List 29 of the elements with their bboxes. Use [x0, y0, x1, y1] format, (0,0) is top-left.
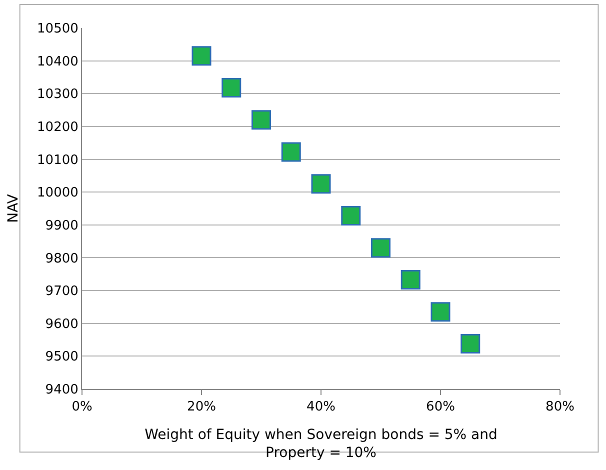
- x-tick-label: 20%: [187, 400, 216, 415]
- point: [400, 270, 420, 290]
- point: [430, 302, 450, 322]
- y-tick-label: 10500: [37, 22, 78, 37]
- y-tick-label: 10300: [37, 87, 78, 102]
- x-tick-label: 40%: [306, 400, 336, 415]
- point: [341, 206, 361, 226]
- y-tick-label: 9700: [45, 284, 78, 300]
- x-tick-label: 80%: [546, 400, 574, 415]
- y-axis-title: NAV: [6, 194, 22, 223]
- y-tick-label: 10100: [37, 152, 78, 168]
- y-tick-label: 9600: [45, 316, 78, 332]
- y-tick-label: 9400: [45, 382, 78, 398]
- x-tick-label: 0%: [72, 400, 92, 415]
- y-tick-label: 9900: [45, 218, 78, 234]
- point: [252, 110, 271, 130]
- y-tick-label: 9500: [45, 350, 78, 365]
- x-tick-label: 60%: [426, 400, 455, 415]
- point: [192, 46, 212, 66]
- x-axis-title: Weight of Equity when Sovereign bonds = 5% and Property = 10%: [144, 426, 498, 462]
- point: [281, 142, 301, 162]
- point: [371, 238, 390, 258]
- point: [222, 78, 242, 98]
- y-tick-label: 10200: [37, 120, 78, 135]
- y-tick-label: 10400: [37, 54, 78, 70]
- y-tick-label: 10000: [37, 186, 78, 201]
- y-tick-label: 9800: [45, 251, 78, 266]
- point: [311, 174, 331, 194]
- point: [460, 334, 480, 354]
